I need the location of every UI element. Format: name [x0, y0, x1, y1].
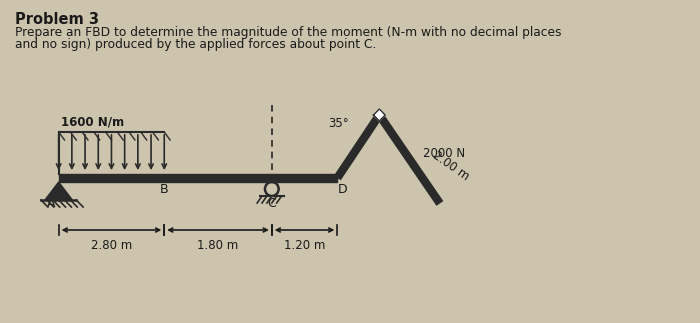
- Polygon shape: [45, 182, 72, 200]
- Text: Prepare an FBD to determine the magnitude of the moment (N-m with no decimal pla: Prepare an FBD to determine the magnitud…: [15, 26, 561, 39]
- Text: 2.80 m: 2.80 m: [91, 239, 132, 252]
- Polygon shape: [374, 109, 385, 121]
- Text: 1600 N/m: 1600 N/m: [61, 115, 124, 128]
- Polygon shape: [59, 174, 337, 182]
- Text: Problem 3: Problem 3: [15, 12, 99, 27]
- Text: 35°: 35°: [328, 117, 349, 130]
- Text: C: C: [267, 197, 276, 210]
- Text: 2.00 m: 2.00 m: [430, 149, 472, 183]
- Text: and no sign) produced by the applied forces about point C.: and no sign) produced by the applied for…: [15, 38, 376, 51]
- Text: D: D: [337, 183, 347, 196]
- Text: 1.20 m: 1.20 m: [284, 239, 326, 252]
- Text: 2000 N: 2000 N: [424, 147, 466, 160]
- Text: B: B: [160, 183, 169, 196]
- Text: A: A: [47, 197, 55, 210]
- Text: 1.80 m: 1.80 m: [197, 239, 239, 252]
